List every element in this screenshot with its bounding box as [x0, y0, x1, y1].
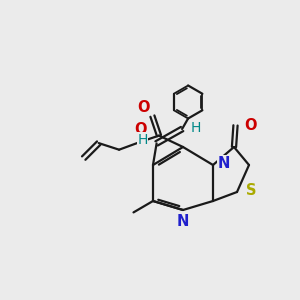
Text: O: O [244, 118, 256, 133]
Text: H: H [137, 133, 148, 147]
Text: O: O [137, 100, 149, 115]
Text: O: O [134, 122, 147, 137]
Text: H: H [191, 121, 202, 134]
Text: S: S [246, 183, 256, 198]
Text: N: N [218, 156, 230, 171]
Text: N: N [177, 214, 189, 230]
